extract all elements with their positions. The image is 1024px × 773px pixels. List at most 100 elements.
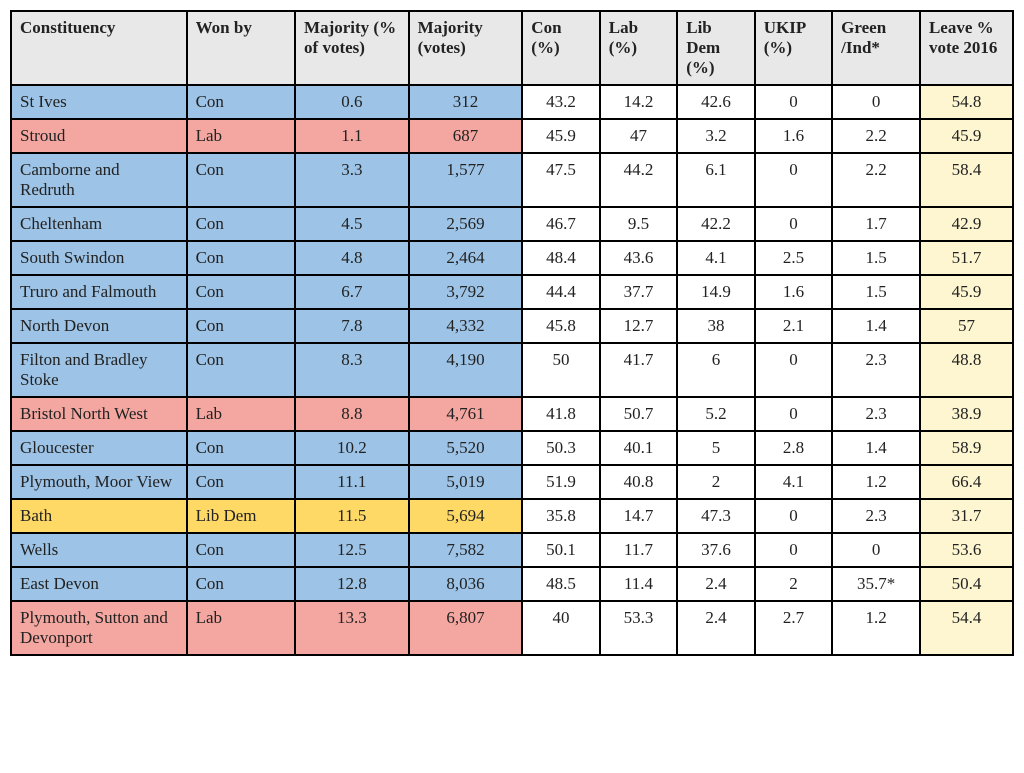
table-row: GloucesterCon10.25,52050.340.152.81.458.…: [11, 431, 1013, 465]
table-cell: 53.6: [920, 533, 1013, 567]
table-cell: 4,761: [409, 397, 523, 431]
table-cell: 13.3: [295, 601, 409, 655]
table-cell: 58.4: [920, 153, 1013, 207]
table-cell: Con: [187, 241, 295, 275]
table-cell: 2.8: [755, 431, 832, 465]
table-cell: 2: [677, 465, 754, 499]
table-cell: 1.4: [832, 309, 920, 343]
table-cell: 38: [677, 309, 754, 343]
table-row: WellsCon12.57,58250.111.737.60053.6: [11, 533, 1013, 567]
table-cell: Bristol North West: [11, 397, 187, 431]
table-cell: 11.1: [295, 465, 409, 499]
table-cell: Plymouth, Moor View: [11, 465, 187, 499]
table-cell: 35.8: [522, 499, 599, 533]
col-green: Green /Ind*: [832, 11, 920, 85]
table-cell: Con: [187, 533, 295, 567]
table-cell: Con: [187, 85, 295, 119]
table-row: CheltenhamCon4.52,56946.79.542.201.742.9: [11, 207, 1013, 241]
table-body: St IvesCon0.631243.214.242.60054.8Stroud…: [11, 85, 1013, 655]
table-cell: 2.7: [755, 601, 832, 655]
table-cell: 43.2: [522, 85, 599, 119]
table-cell: 1.4: [832, 431, 920, 465]
table-cell: Plymouth, Sutton and Devonport: [11, 601, 187, 655]
table-cell: 54.8: [920, 85, 1013, 119]
table-cell: Wells: [11, 533, 187, 567]
table-cell: 1.2: [832, 465, 920, 499]
table-cell: 6: [677, 343, 754, 397]
table-cell: 4.5: [295, 207, 409, 241]
table-row: StroudLab1.168745.9473.21.62.245.9: [11, 119, 1013, 153]
table-cell: 0: [755, 85, 832, 119]
table-cell: 6.7: [295, 275, 409, 309]
table-cell: 0: [832, 85, 920, 119]
table-cell: 42.2: [677, 207, 754, 241]
table-row: Bristol North WestLab8.84,76141.850.75.2…: [11, 397, 1013, 431]
table-row: Plymouth, Sutton and DevonportLab13.36,8…: [11, 601, 1013, 655]
table-cell: 50.7: [600, 397, 677, 431]
table-cell: 2.3: [832, 343, 920, 397]
table-cell: 50.4: [920, 567, 1013, 601]
table-cell: Con: [187, 275, 295, 309]
table-header-row: Constituency Won by Majority (% of votes…: [11, 11, 1013, 85]
table-cell: 1.6: [755, 275, 832, 309]
table-cell: 45.9: [920, 275, 1013, 309]
table-cell: Stroud: [11, 119, 187, 153]
table-cell: 1.2: [832, 601, 920, 655]
table-cell: 47.3: [677, 499, 754, 533]
table-cell: 0: [755, 397, 832, 431]
col-majority-pct: Majority (% of votes): [295, 11, 409, 85]
table-cell: 42.9: [920, 207, 1013, 241]
table-cell: 41.8: [522, 397, 599, 431]
table-cell: St Ives: [11, 85, 187, 119]
table-cell: 51.7: [920, 241, 1013, 275]
table-cell: 0: [755, 499, 832, 533]
table-cell: 53.3: [600, 601, 677, 655]
table-cell: 48.5: [522, 567, 599, 601]
table-cell: 0: [755, 343, 832, 397]
col-lab: Lab (%): [600, 11, 677, 85]
table-cell: Con: [187, 567, 295, 601]
table-cell: 2,569: [409, 207, 523, 241]
table-cell: 1,577: [409, 153, 523, 207]
table-cell: 1.5: [832, 275, 920, 309]
table-cell: Lib Dem: [187, 499, 295, 533]
table-cell: Con: [187, 343, 295, 397]
table-cell: 45.9: [522, 119, 599, 153]
table-cell: 50.3: [522, 431, 599, 465]
table-cell: 5,019: [409, 465, 523, 499]
table-cell: 2.5: [755, 241, 832, 275]
table-cell: Con: [187, 431, 295, 465]
table-cell: 12.5: [295, 533, 409, 567]
table-cell: 5.2: [677, 397, 754, 431]
table-cell: 0: [755, 533, 832, 567]
table-cell: 45.8: [522, 309, 599, 343]
table-cell: South Swindon: [11, 241, 187, 275]
table-cell: Filton and Bradley Stoke: [11, 343, 187, 397]
table-cell: Con: [187, 207, 295, 241]
table-cell: 2.1: [755, 309, 832, 343]
table-row: North DevonCon7.84,33245.812.7382.11.457: [11, 309, 1013, 343]
table-cell: 41.7: [600, 343, 677, 397]
table-cell: 43.6: [600, 241, 677, 275]
table-cell: 312: [409, 85, 523, 119]
table-cell: 7,582: [409, 533, 523, 567]
table-cell: 2,464: [409, 241, 523, 275]
table-row: South SwindonCon4.82,46448.443.64.12.51.…: [11, 241, 1013, 275]
table-cell: 2.2: [832, 119, 920, 153]
table-cell: 31.7: [920, 499, 1013, 533]
table-cell: 11.5: [295, 499, 409, 533]
table-cell: 48.4: [522, 241, 599, 275]
table-cell: 3.2: [677, 119, 754, 153]
table-cell: 12.7: [600, 309, 677, 343]
table-row: BathLib Dem11.55,69435.814.747.302.331.7: [11, 499, 1013, 533]
table-cell: 0: [832, 533, 920, 567]
table-cell: 2: [755, 567, 832, 601]
table-cell: Bath: [11, 499, 187, 533]
table-cell: 4.1: [755, 465, 832, 499]
table-cell: 5,694: [409, 499, 523, 533]
table-row: Filton and Bradley StokeCon8.34,1905041.…: [11, 343, 1013, 397]
table-cell: 5,520: [409, 431, 523, 465]
table-cell: 14.9: [677, 275, 754, 309]
table-cell: 10.2: [295, 431, 409, 465]
table-cell: 14.7: [600, 499, 677, 533]
